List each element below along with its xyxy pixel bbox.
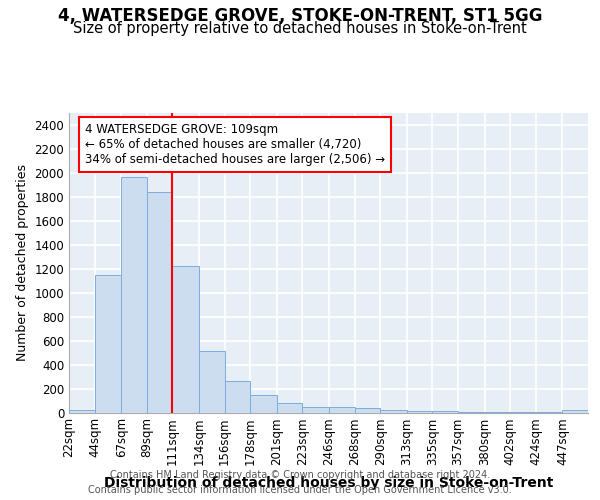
- X-axis label: Distribution of detached houses by size in Stoke-on-Trent: Distribution of detached houses by size …: [104, 476, 553, 490]
- Text: 4 WATERSEDGE GROVE: 109sqm
← 65% of detached houses are smaller (4,720)
34% of s: 4 WATERSEDGE GROVE: 109sqm ← 65% of deta…: [85, 123, 385, 166]
- Bar: [199, 352, 224, 412]
- Bar: [69, 410, 95, 412]
- Bar: [250, 394, 277, 412]
- Bar: [147, 192, 172, 412]
- Y-axis label: Number of detached properties: Number of detached properties: [16, 164, 29, 361]
- Bar: [329, 408, 355, 412]
- Text: Contains public sector information licensed under the Open Government Licence v3: Contains public sector information licen…: [88, 485, 512, 495]
- Bar: [355, 408, 380, 412]
- Bar: [302, 406, 329, 412]
- Text: 4, WATERSEDGE GROVE, STOKE-ON-TRENT, ST1 5GG: 4, WATERSEDGE GROVE, STOKE-ON-TRENT, ST1…: [58, 8, 542, 26]
- Text: Size of property relative to detached houses in Stoke-on-Trent: Size of property relative to detached ho…: [73, 21, 527, 36]
- Bar: [433, 410, 458, 412]
- Text: Contains HM Land Registry data © Crown copyright and database right 2024.: Contains HM Land Registry data © Crown c…: [110, 470, 490, 480]
- Bar: [121, 178, 147, 412]
- Bar: [407, 410, 433, 412]
- Bar: [224, 380, 250, 412]
- Bar: [172, 266, 199, 412]
- Bar: [95, 274, 121, 412]
- Bar: [277, 403, 302, 412]
- Bar: [562, 410, 588, 412]
- Bar: [380, 410, 407, 412]
